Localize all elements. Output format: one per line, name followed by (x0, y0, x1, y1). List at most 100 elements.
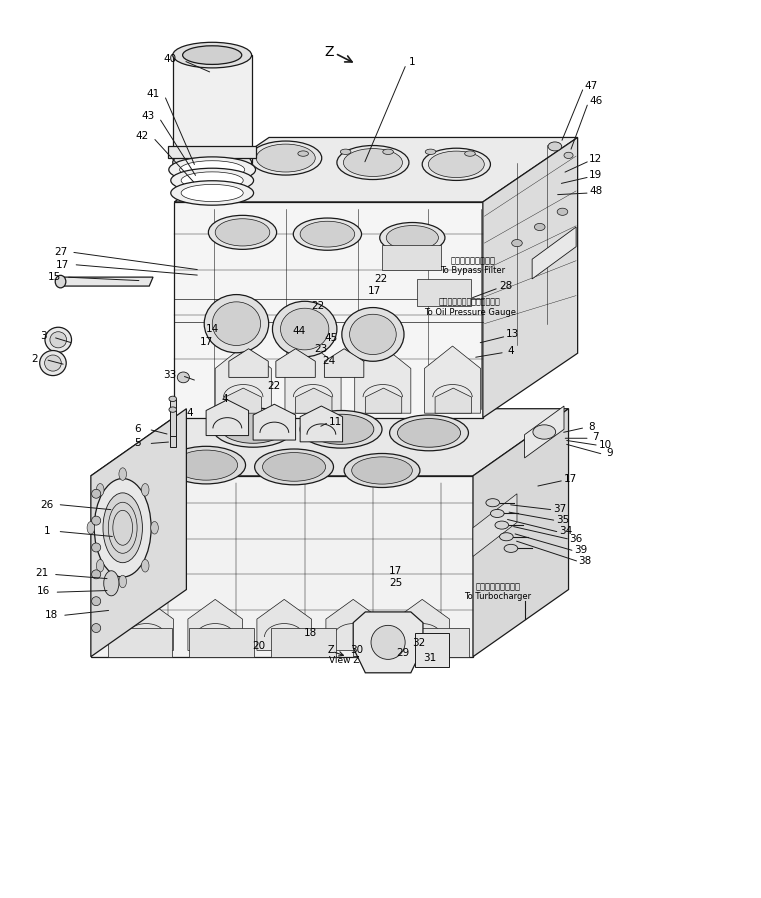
Text: 9: 9 (607, 447, 613, 458)
Polygon shape (532, 227, 576, 279)
Ellipse shape (380, 223, 445, 253)
Ellipse shape (142, 483, 149, 496)
Text: 26: 26 (40, 499, 53, 509)
Ellipse shape (215, 219, 270, 246)
Polygon shape (415, 632, 449, 667)
Text: 25: 25 (389, 578, 403, 588)
Text: 17: 17 (199, 337, 213, 347)
Ellipse shape (490, 509, 504, 517)
Polygon shape (253, 404, 295, 440)
Text: 4: 4 (508, 346, 514, 356)
Ellipse shape (173, 150, 252, 175)
Ellipse shape (422, 148, 490, 180)
Polygon shape (206, 400, 249, 436)
Ellipse shape (91, 570, 100, 579)
Ellipse shape (390, 415, 469, 451)
Polygon shape (215, 346, 272, 413)
Ellipse shape (499, 533, 513, 541)
Polygon shape (91, 476, 473, 656)
Ellipse shape (352, 457, 412, 484)
Polygon shape (324, 348, 364, 377)
Text: 20: 20 (253, 641, 266, 651)
Ellipse shape (91, 596, 100, 605)
Polygon shape (524, 406, 564, 458)
Ellipse shape (97, 559, 104, 572)
Text: 17: 17 (56, 260, 68, 269)
Text: 36: 36 (569, 533, 583, 543)
Ellipse shape (337, 145, 409, 180)
Text: 6: 6 (135, 425, 142, 435)
Polygon shape (225, 388, 262, 413)
Ellipse shape (263, 453, 326, 481)
Ellipse shape (181, 184, 244, 201)
Text: 16: 16 (37, 586, 50, 596)
Ellipse shape (209, 216, 277, 250)
Text: 47: 47 (584, 81, 598, 91)
Ellipse shape (298, 151, 308, 156)
Ellipse shape (212, 408, 294, 447)
Polygon shape (355, 346, 411, 413)
Text: 4: 4 (186, 409, 193, 418)
Ellipse shape (173, 42, 252, 68)
Polygon shape (473, 409, 568, 656)
Ellipse shape (56, 276, 66, 288)
Ellipse shape (177, 372, 189, 383)
Polygon shape (107, 628, 172, 656)
Ellipse shape (94, 479, 151, 577)
Ellipse shape (383, 149, 393, 154)
Ellipse shape (387, 225, 438, 250)
Polygon shape (272, 628, 336, 656)
Text: 31: 31 (423, 653, 436, 663)
Ellipse shape (300, 410, 382, 448)
Text: 19: 19 (589, 170, 603, 180)
Ellipse shape (87, 522, 94, 534)
Polygon shape (300, 406, 342, 442)
Polygon shape (61, 277, 153, 286)
Ellipse shape (349, 314, 396, 355)
Ellipse shape (193, 171, 204, 176)
Ellipse shape (343, 148, 403, 177)
Ellipse shape (250, 141, 322, 175)
Ellipse shape (533, 425, 556, 439)
Text: 17: 17 (368, 286, 381, 296)
Text: バイパスフィルタへ: バイパスフィルタへ (451, 257, 495, 266)
Ellipse shape (342, 307, 404, 361)
Text: 22: 22 (374, 274, 387, 284)
Ellipse shape (170, 180, 253, 205)
Text: 21: 21 (36, 568, 49, 578)
Ellipse shape (50, 331, 67, 348)
Text: 12: 12 (589, 154, 603, 164)
Text: 43: 43 (141, 111, 154, 121)
Text: 8: 8 (588, 422, 594, 432)
Polygon shape (170, 399, 176, 436)
Ellipse shape (91, 516, 100, 525)
Polygon shape (189, 628, 254, 656)
Text: To Bypass Filter: To Bypass Filter (441, 267, 505, 276)
Ellipse shape (103, 493, 142, 563)
Text: 24: 24 (323, 357, 336, 366)
Text: 14: 14 (205, 324, 219, 334)
Polygon shape (353, 628, 418, 656)
Ellipse shape (557, 208, 568, 216)
Text: 33: 33 (163, 370, 177, 380)
Ellipse shape (495, 521, 508, 529)
Ellipse shape (256, 144, 315, 172)
Text: 17: 17 (563, 474, 577, 484)
Polygon shape (229, 348, 269, 377)
Text: 3: 3 (40, 331, 46, 341)
Ellipse shape (511, 240, 522, 247)
Polygon shape (257, 599, 311, 650)
Text: 38: 38 (578, 556, 592, 566)
Text: Z: Z (327, 646, 334, 656)
Polygon shape (285, 346, 341, 413)
Ellipse shape (212, 302, 260, 346)
Polygon shape (119, 599, 174, 650)
Ellipse shape (548, 142, 562, 151)
Polygon shape (382, 245, 441, 270)
Ellipse shape (167, 446, 246, 484)
Polygon shape (483, 137, 578, 418)
Ellipse shape (91, 489, 100, 498)
Text: 27: 27 (54, 247, 67, 257)
Text: 18: 18 (45, 610, 58, 620)
Ellipse shape (169, 157, 256, 182)
